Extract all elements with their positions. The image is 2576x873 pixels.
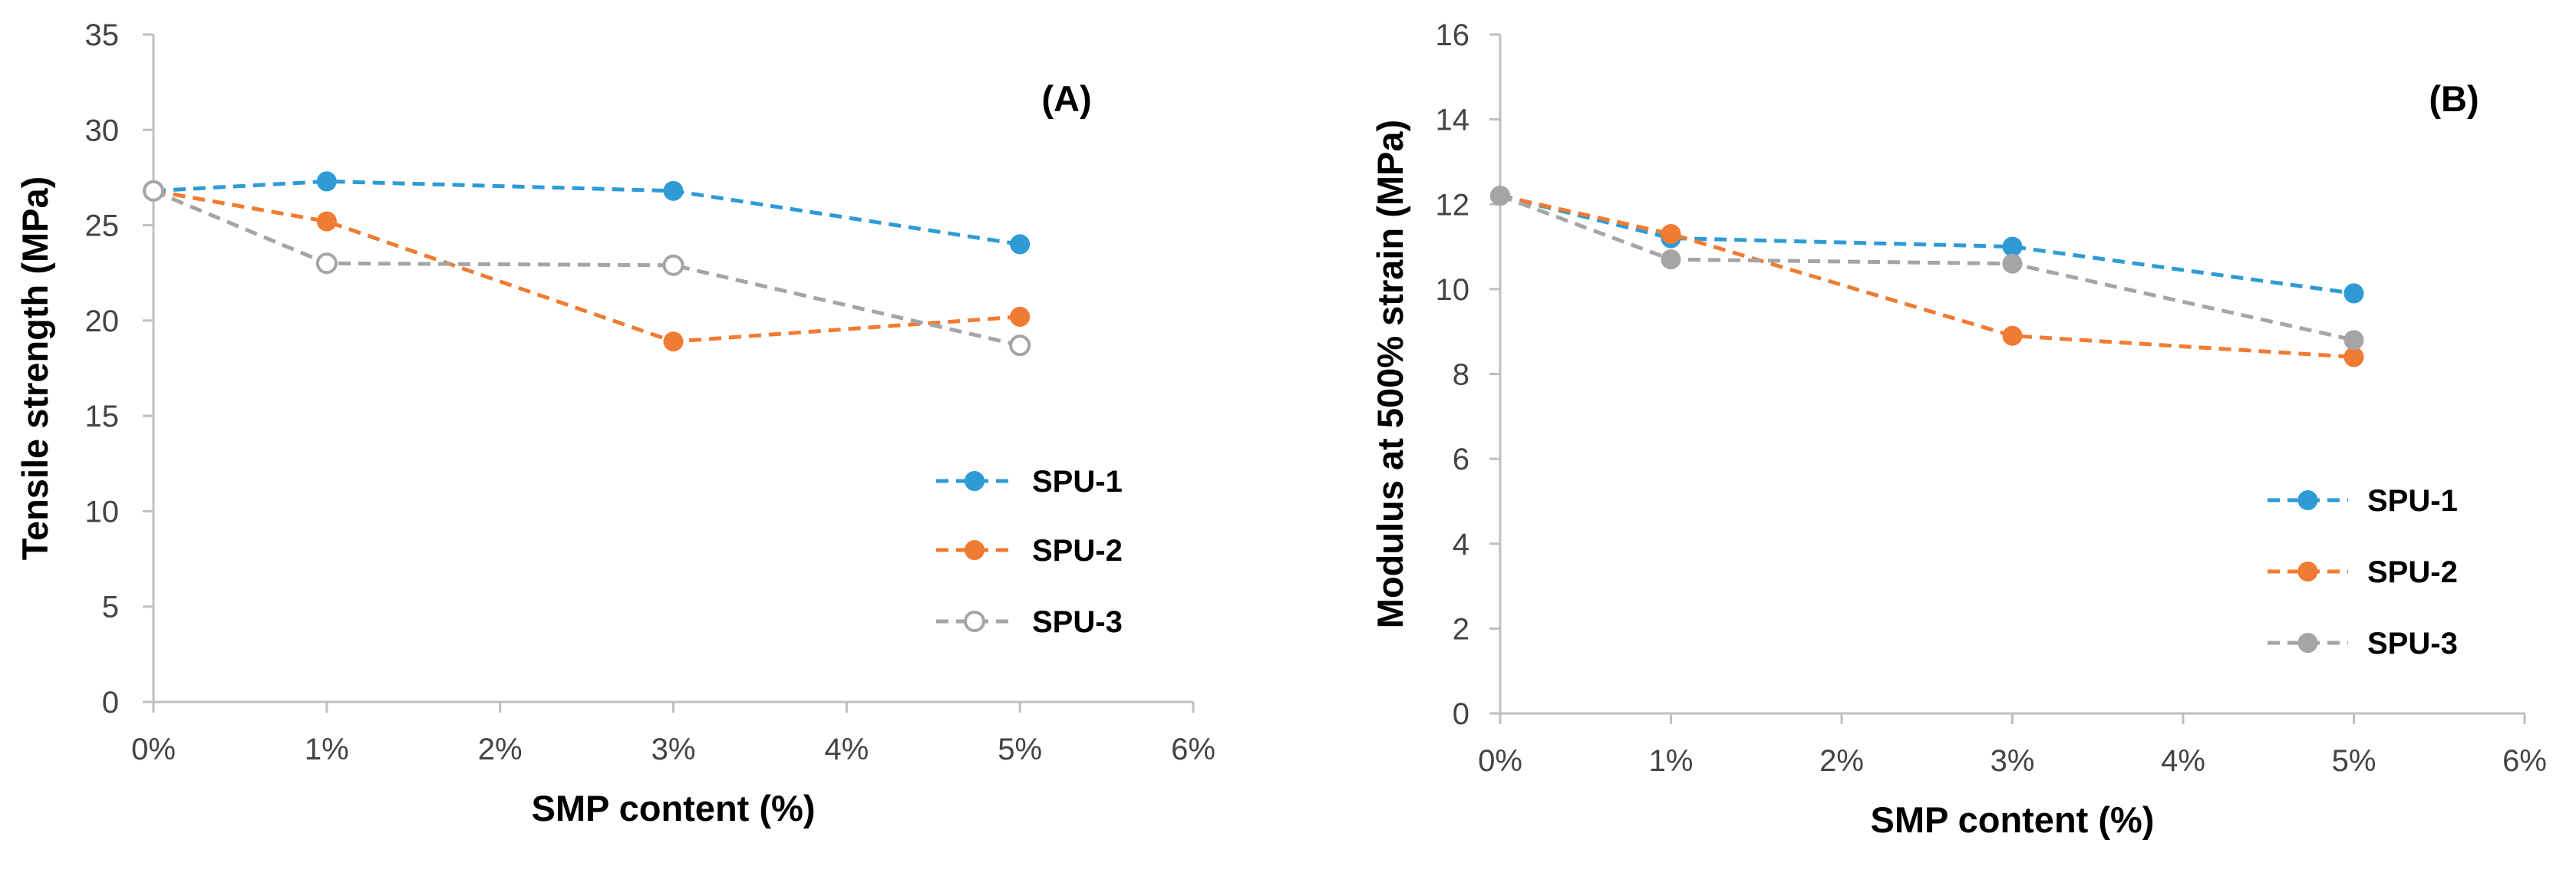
y-tick-label: 5 [102,591,119,624]
x-tick-label: 0% [131,733,176,766]
legend-marker [965,540,985,560]
data-point [2002,253,2023,274]
legend-item-spu-1: SPU-1 [936,465,1123,499]
y-tick-label: 16 [1436,18,1470,52]
chart-panel-b: 0 2 4 6 8 10 12 14 16 0% 1% 2% 3% 4% 5% 6% SMP content (… [1370,18,2547,840]
legend-item-spu-2: SPU-2 [936,534,1123,568]
x-tick-label: 6% [2502,744,2547,778]
legend-label: SPU-1 [2367,484,2458,518]
series-line [1499,193,2354,359]
data-point [663,180,684,201]
series-spu-3 [143,180,1031,357]
data-point [662,254,684,276]
legend-label: SPU-2 [1032,534,1123,568]
legend-label: SPU-2 [2367,555,2458,589]
x-tick-label: 0% [1478,744,1522,778]
panel-label: (B) [2429,78,2479,119]
x-tick-label: 1% [1649,744,1694,778]
legend-marker [2297,562,2318,581]
series-spu-1 [1490,186,2364,304]
y-axis-title: Tensile strength (MPa) [15,176,55,561]
data-point [1010,306,1031,327]
x-tick-label: 4% [824,733,869,766]
x-tick-label: 4% [2161,744,2205,778]
y-tick-label: 15 [85,400,120,433]
panel-label: (A) [1041,78,1091,119]
legend-marker [964,611,985,632]
y-tick-label: 0 [1453,697,1469,731]
series-line [153,179,1021,246]
x-tick-label: 3% [651,733,696,766]
series-line [1499,193,2355,342]
data-point [2343,330,2364,351]
legend-label: SPU-1 [1032,465,1123,499]
y-tick-label: 4 [1453,528,1469,562]
y-tick-label: 35 [85,18,120,52]
x-axis-title: SMP content (%) [532,788,816,829]
y-tick-label: 25 [85,209,120,243]
data-point [315,252,338,275]
legend-label: SPU-3 [1032,605,1123,639]
data-point [1661,223,1681,244]
legend-label: SPU-3 [2367,627,2458,661]
data-point [1010,234,1031,255]
x-tick-label: 1% [305,733,349,766]
x-axis-title: SMP content (%) [1871,799,2155,840]
chart-panel-a: 0 5 10 15 20 25 30 35 0% 1% 2% 3% 4% 5% 6% SMP content … [15,18,1215,829]
x-tick-label: 5% [2332,744,2376,778]
data-point [316,171,337,192]
data-point [143,180,164,202]
legend-marker [2297,490,2318,510]
series-line [153,189,1021,344]
data-point [2002,325,2023,346]
y-tick-label: 30 [85,114,120,147]
data-point [1009,334,1031,357]
data-point [2343,283,2364,304]
data-point [316,211,337,232]
x-tick-label: 6% [1171,733,1215,766]
series-line [1499,193,2354,295]
y-tick-label: 20 [85,305,120,338]
legend-marker [965,471,985,491]
legend-item-spu-2: SPU-2 [2268,555,2458,589]
x-tick-label: 2% [1819,744,1864,778]
x-tick-label: 5% [998,733,1042,766]
y-tick-label: 10 [1436,273,1470,307]
y-tick-label: 14 [1436,104,1470,137]
y-tick-label: 10 [85,495,120,529]
data-point [2343,347,2364,367]
y-tick-label: 8 [1453,358,1469,392]
series-line [153,189,1021,348]
y-axis-title: Modulus at 500% strain (MPa) [1370,120,1410,628]
data-point [2002,236,2023,257]
data-point [1661,249,1681,270]
y-tick-label: 12 [1436,188,1470,222]
data-point [663,331,684,352]
legend-marker [2297,633,2318,653]
legend-item-spu-3: SPU-3 [2268,627,2458,661]
series-spu-3 [1490,186,2364,351]
data-point [1490,186,1510,206]
legend-item-spu-1: SPU-1 [2268,484,2458,518]
y-tick-label: 6 [1453,443,1469,476]
x-tick-label: 2% [478,733,523,766]
legend-item-spu-3: SPU-3 [936,605,1123,639]
x-tick-label: 3% [1991,744,2035,778]
y-tick-label: 0 [102,686,119,720]
y-tick-label: 2 [1453,612,1469,646]
